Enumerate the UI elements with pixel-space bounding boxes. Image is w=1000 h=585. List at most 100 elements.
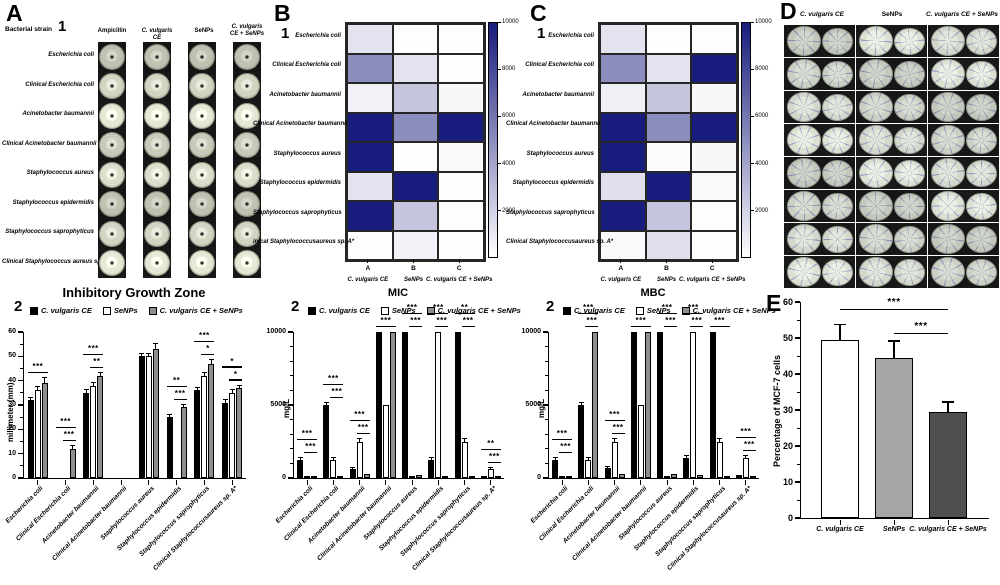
heatmap-cell	[392, 83, 439, 113]
y-tick-mark	[795, 337, 800, 339]
streak-plate-photo	[784, 58, 855, 90]
error-bar-cap	[181, 404, 187, 405]
sig-label: ***	[714, 316, 726, 325]
error-bar-cap	[297, 457, 303, 459]
bar	[363, 473, 370, 478]
petri-dish-photo	[143, 189, 171, 219]
petri-dish	[930, 125, 965, 155]
bar	[208, 363, 215, 478]
heatmap-grid	[345, 22, 487, 262]
sig-line	[559, 452, 573, 454]
error-bar-cap	[28, 396, 34, 398]
y-tick-label: 50	[782, 333, 793, 343]
error-bar	[430, 458, 432, 460]
legend-item: SeNPs	[102, 306, 138, 315]
bar	[409, 476, 416, 478]
y-tick-mark	[795, 301, 800, 303]
y-minor-tick-mark	[545, 360, 548, 362]
petri-dish	[189, 191, 215, 218]
bar	[716, 441, 723, 478]
heatmap-cell	[691, 24, 738, 54]
petri-dish	[99, 73, 125, 100]
legend-label: C. vulgaris CE + SeNPs	[437, 306, 521, 315]
plate-row-label: Staphylococcus aureus	[26, 170, 94, 176]
error-bar	[359, 439, 361, 442]
error-bar-cap	[834, 323, 846, 326]
bar	[330, 459, 337, 478]
sig-label: ***	[743, 440, 755, 450]
sig-line	[454, 312, 475, 314]
petri-dish-photo	[143, 130, 171, 160]
sig-label: ***	[462, 316, 474, 325]
sig-label: ***	[63, 430, 75, 440]
y-tick-mark	[543, 331, 548, 333]
colorbar-tick-mark	[498, 115, 501, 117]
heatmap-cell	[347, 53, 393, 83]
mbc-bar-chart: 0 5000 10000 Escherichia coli *** *** Clinical…	[522, 304, 759, 572]
sig-label: ***	[174, 389, 186, 398]
petri-dish-photo	[98, 42, 126, 72]
bar	[297, 459, 304, 478]
y-minor-tick-mark	[797, 355, 800, 357]
heatmap-cell	[392, 201, 439, 231]
bar	[34, 390, 41, 478]
petri-dish-photo	[233, 42, 261, 72]
y-tick-label: 10000	[521, 328, 541, 335]
petri-dish	[858, 158, 893, 188]
sig-line	[435, 325, 449, 327]
x-tick-mark	[561, 480, 563, 485]
x-tick-mark	[719, 480, 721, 485]
petri-dish	[821, 225, 853, 253]
legend-a2: C. vulgaris CE SeNPs C. vulgaris CE + SeNP…	[30, 306, 243, 315]
sig-line	[83, 354, 104, 356]
petri-dish	[821, 93, 853, 121]
sig-line	[578, 312, 599, 314]
petri-dish	[234, 73, 260, 100]
heatmap-row-label: Escherichia coli	[548, 32, 594, 39]
sig-line	[480, 448, 501, 450]
bar	[637, 405, 644, 478]
sig-line	[297, 439, 318, 441]
legend-item: C. vulgaris CE	[563, 306, 625, 315]
sig-line	[428, 312, 449, 314]
y-minor-tick-mark	[545, 433, 548, 435]
petri-dish	[821, 27, 853, 55]
y-tick-label: 60	[8, 328, 16, 335]
legend-item: SeNPs	[380, 306, 416, 315]
x-tick-mark	[893, 520, 895, 525]
petri-dish	[965, 258, 997, 286]
heatmap-cell	[392, 142, 439, 172]
petri-dish	[144, 191, 170, 218]
legend-c2: C. vulgaris CE SeNPs C. vulgaris CE + SeNP…	[563, 306, 776, 315]
petri-dish	[965, 159, 997, 187]
petri-dish-photo	[188, 248, 216, 278]
x-tick-mark	[332, 480, 334, 485]
petri-dish-photo	[233, 189, 261, 219]
sig-line	[585, 325, 599, 327]
petri-dish	[821, 159, 853, 187]
sig-label: ***	[661, 303, 673, 312]
bar	[337, 476, 344, 478]
bar	[69, 448, 76, 478]
sig-line	[409, 325, 423, 327]
petri-dish	[189, 43, 215, 70]
heatmap-row-label: Escherichia coli	[295, 32, 341, 39]
petri-dish-photo	[233, 101, 261, 131]
plate-row-label: Staphylococcus saprophyticus	[5, 229, 94, 235]
sig-label: ***	[87, 344, 99, 354]
petri-dish	[786, 125, 821, 155]
petri-dish	[930, 92, 965, 122]
panel-d-label: D	[780, 0, 797, 24]
sig-label: ***	[327, 373, 339, 383]
d-col-senps: SeNPs	[881, 11, 903, 18]
error-bar	[196, 387, 198, 391]
streak-plate-photo	[928, 25, 999, 57]
heatmap-cell	[347, 83, 393, 113]
bar	[323, 405, 330, 478]
legend-swatch-icon	[563, 306, 571, 315]
error-bar	[99, 373, 101, 376]
y-minor-tick-mark	[797, 499, 800, 501]
y-tick-label: 50	[8, 352, 16, 360]
error-bar-cap	[330, 457, 336, 459]
